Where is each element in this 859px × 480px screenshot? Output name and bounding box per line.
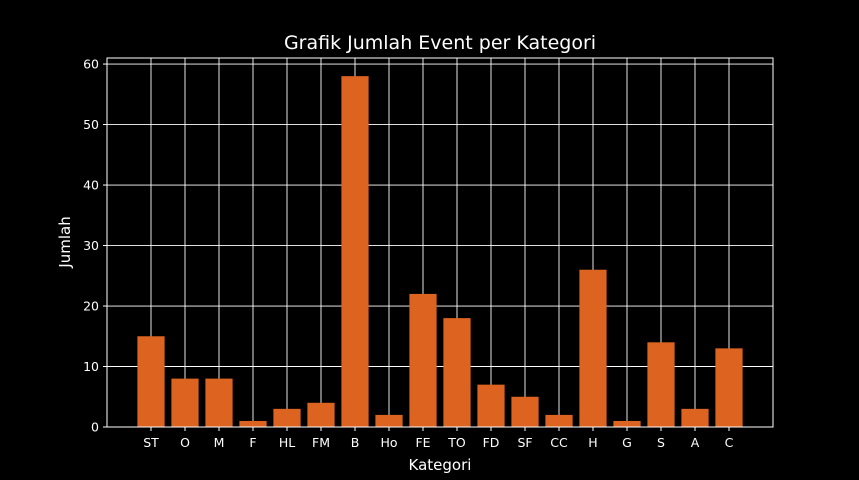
bars [137,76,743,428]
x-tick-label: FE [415,435,430,450]
y-tick-label: 0 [91,420,99,435]
bar-f [239,420,267,427]
y-tick-label: 20 [83,299,99,314]
x-tick-label: C [725,435,734,450]
x-tick-label: Ho [380,435,397,450]
bar-hl [273,408,301,427]
x-tick-label: O [180,435,190,450]
x-tick-label: FM [312,435,330,450]
plot-frame [106,57,774,428]
bar-sf [511,396,539,427]
y-tick-label: 60 [83,57,99,72]
chart-title: Grafik Jumlah Event per Kategori [284,32,596,54]
x-tick-label: F [249,435,256,450]
x-tick-label: A [691,435,700,450]
bar-fd [477,384,505,427]
x-tick-label: ST [143,435,159,450]
bar-h [579,269,607,427]
bar-fm [307,402,335,427]
bar-fe [409,293,437,427]
x-tick-label: S [657,435,665,450]
x-tick-label: H [588,435,597,450]
x-tick-label: SF [517,435,532,450]
x-axis-ticks: ST O M F HL FM B Ho FE TO FD SF CC H G S A C [143,427,734,450]
bar-ho [375,414,403,427]
x-tick-label: TO [447,435,466,450]
y-tick-label: 30 [83,238,99,253]
x-tick-label: FD [483,435,500,450]
bar-g [613,420,641,427]
y-axis-ticks: 0 10 20 30 40 50 60 [83,57,107,435]
x-tick-label: M [214,435,225,450]
bar-a [681,408,709,427]
bar-s [647,342,675,427]
x-axis-title: Kategori [409,456,472,474]
y-tick-label: 50 [83,117,99,132]
bar-m [205,378,233,427]
y-tick-label: 10 [83,359,99,374]
y-axis-title: Jumlah [56,216,74,268]
x-tick-label: CC [550,435,568,450]
bar-c [715,348,743,427]
bar-st [137,336,165,427]
y-tick-label: 40 [83,178,99,193]
x-tick-label: G [622,435,632,450]
bar-b [341,76,369,428]
x-tick-label: B [351,435,360,450]
bar-o [171,378,199,427]
bar-to [443,318,471,427]
x-tick-label: HL [279,435,295,450]
bar-cc [545,414,573,427]
